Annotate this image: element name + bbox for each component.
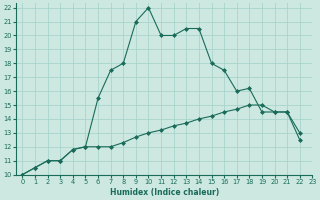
X-axis label: Humidex (Indice chaleur): Humidex (Indice chaleur) (110, 188, 219, 197)
